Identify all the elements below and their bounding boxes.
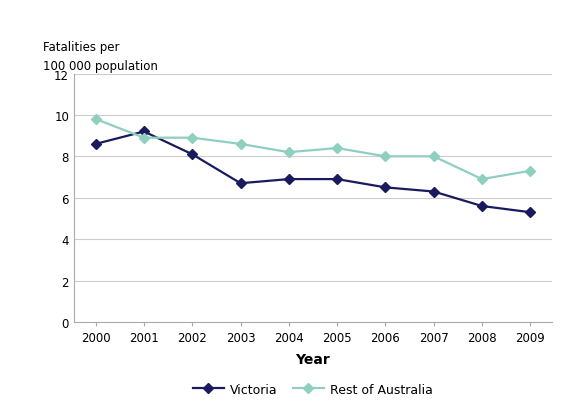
Rest of Australia (189, 136, 196, 141)
Victoria (479, 204, 485, 209)
Text: Fatalities per: Fatalities per (43, 41, 119, 54)
Rest of Australia (237, 142, 244, 147)
Rest of Australia (430, 154, 437, 159)
Text: 100 000 population: 100 000 population (43, 60, 158, 73)
Victoria (382, 185, 389, 190)
Victoria (286, 177, 292, 182)
Victoria (527, 210, 534, 215)
Rest of Australia (382, 154, 389, 159)
Legend: Victoria, Rest of Australia: Victoria, Rest of Australia (188, 378, 438, 401)
Victoria (92, 142, 99, 147)
Rest of Australia (141, 136, 147, 141)
Victoria (237, 181, 244, 186)
Line: Rest of Australia: Rest of Australia (92, 116, 534, 183)
Rest of Australia (286, 150, 292, 155)
Line: Victoria: Victoria (92, 128, 534, 216)
Rest of Australia (92, 117, 99, 122)
Victoria (333, 177, 340, 182)
Rest of Australia (479, 177, 485, 182)
Victoria (141, 130, 147, 135)
Victoria (189, 152, 196, 157)
Victoria (430, 190, 437, 195)
Rest of Australia (333, 146, 340, 151)
Rest of Australia (527, 169, 534, 174)
X-axis label: Year: Year (295, 352, 331, 366)
